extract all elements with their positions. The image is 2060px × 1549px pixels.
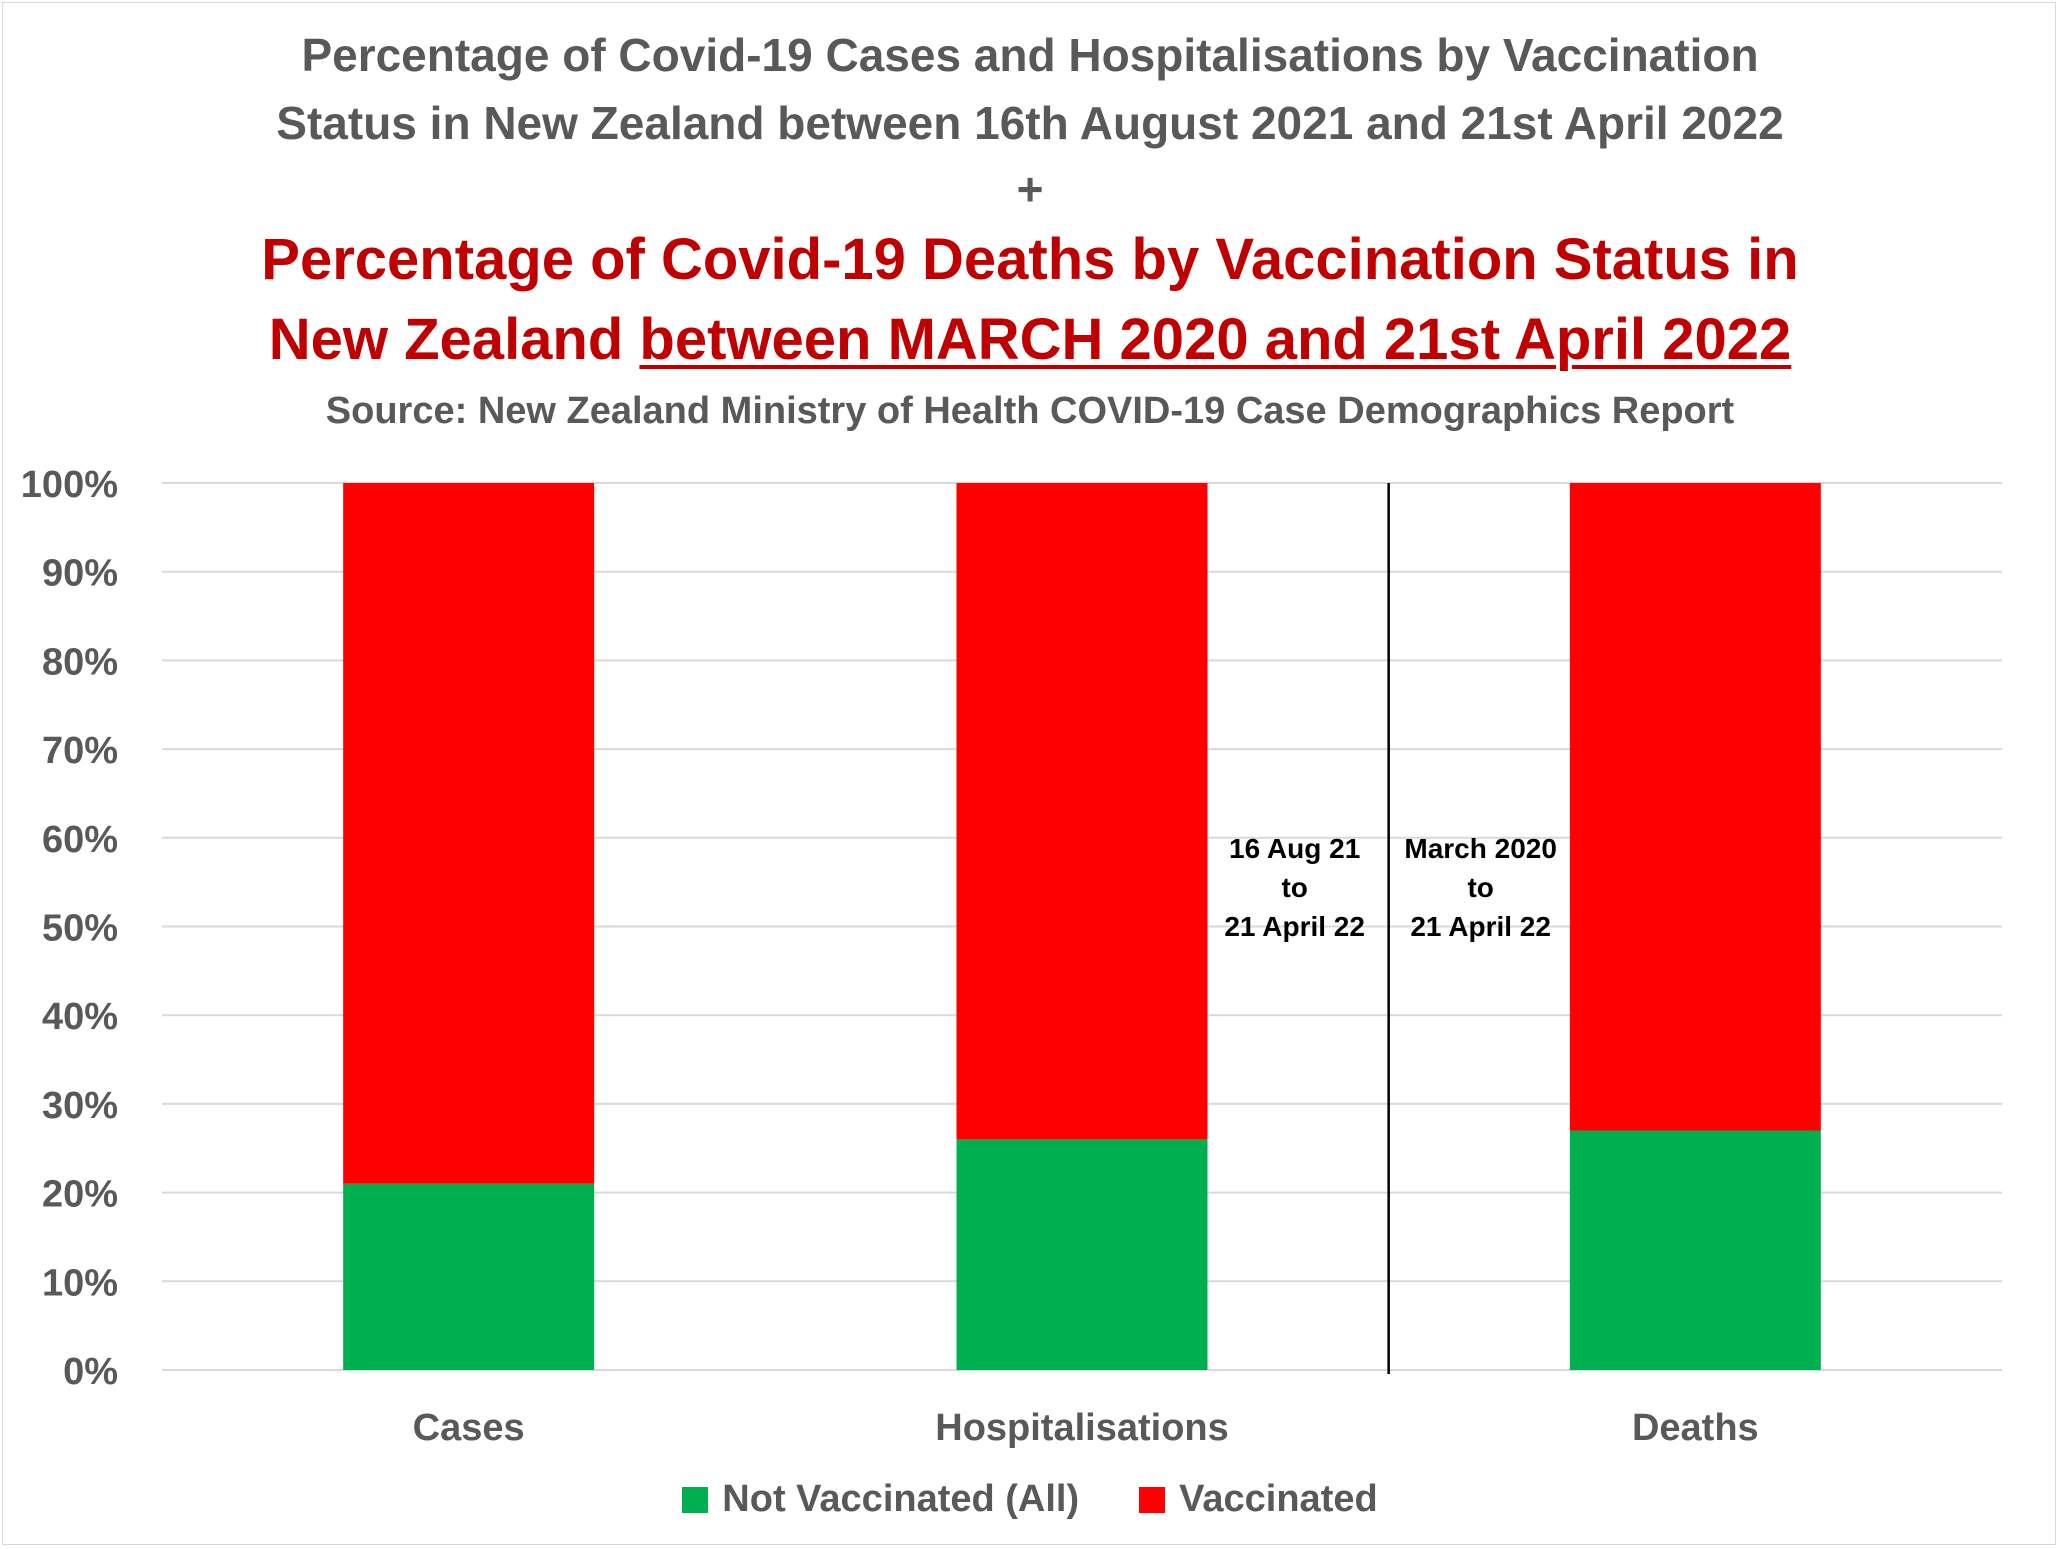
legend-swatch-not-vaccinated — [682, 1486, 709, 1513]
annotation-right-period: 21 April 22 — [1410, 911, 1551, 942]
annotation-left-period: 21 April 22 — [1224, 911, 1365, 942]
x-tick-label: Hospitalisations — [935, 1407, 1229, 1449]
bar-hospitalisations-not-vaccinated — [956, 1139, 1208, 1370]
chart-source: Source: New Zealand Ministry of Health C… — [325, 390, 1735, 432]
x-tick-label: Deaths — [1632, 1407, 1759, 1449]
legend-swatch-vaccinated — [1139, 1486, 1166, 1513]
subtitle-underlined-part: between MARCH 2020 and 21st April 2022 — [639, 307, 1792, 372]
legend-item-not-vaccinated: Not Vaccinated (All) — [682, 1478, 1079, 1521]
y-tick-label: 70% — [42, 730, 118, 772]
subtitle-plain-part: New Zealand — [268, 307, 640, 372]
y-tick-label: 10% — [42, 1262, 118, 1304]
legend-label-not-vaccinated: Not Vaccinated (All) — [722, 1478, 1080, 1520]
x-tick-label: Cases — [413, 1407, 525, 1449]
y-tick-label: 50% — [42, 908, 118, 950]
bar-cases-vaccinated — [343, 483, 595, 1184]
y-tick-label: 20% — [42, 1174, 118, 1216]
annotation-right-period: March 2020 — [1404, 833, 1557, 864]
chart-subtitle-deaths-line-1: Percentage of Covid-19 Deaths by Vaccina… — [261, 227, 1799, 292]
bar-cases-not-vaccinated — [343, 1183, 595, 1370]
chart-subtitle-deaths-line-2: New Zealand between MARCH 2020 and 21st … — [0, 306, 2060, 373]
y-tick-label: 90% — [42, 553, 118, 595]
y-tick-label: 0% — [63, 1351, 118, 1393]
y-tick-label: 30% — [42, 1085, 118, 1127]
chart-title-plus: + — [1016, 163, 1044, 215]
bar-deaths-vaccinated — [1569, 483, 1821, 1131]
y-tick-label: 80% — [42, 641, 118, 683]
bar-deaths-not-vaccinated — [1569, 1130, 1821, 1370]
legend: Not Vaccinated (All) Vaccinated — [0, 1478, 2060, 1521]
chart-title-line-1: Percentage of Covid-19 Cases and Hospita… — [301, 29, 1759, 81]
chart-title-line-2: Status in New Zealand between 16th Augus… — [276, 97, 1784, 149]
annotation-right-period: to — [1467, 872, 1493, 903]
y-tick-label: 100% — [21, 464, 118, 506]
y-tick-label: 60% — [42, 819, 118, 861]
y-tick-label: 40% — [42, 996, 118, 1038]
legend-item-vaccinated: Vaccinated — [1139, 1478, 1378, 1521]
legend-label-vaccinated: Vaccinated — [1179, 1478, 1378, 1520]
annotation-left-period: 16 Aug 21 — [1229, 833, 1360, 864]
bar-hospitalisations-vaccinated — [956, 483, 1208, 1140]
annotation-left-period: to — [1281, 872, 1307, 903]
